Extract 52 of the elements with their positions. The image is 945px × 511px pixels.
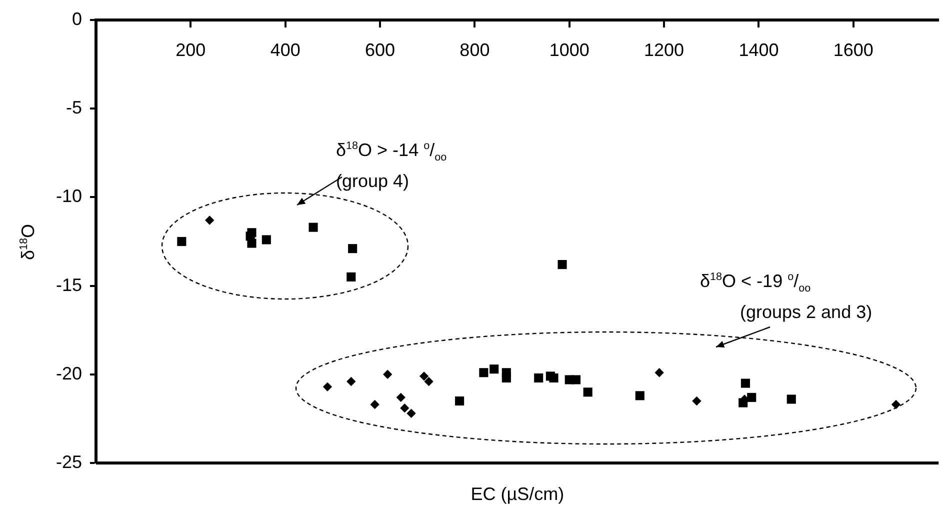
x-tick-label: 800 [460, 40, 490, 60]
point [692, 396, 702, 406]
point [400, 403, 410, 413]
point [406, 408, 416, 418]
point [370, 400, 380, 410]
point [346, 376, 356, 386]
point [479, 368, 488, 378]
point [382, 370, 392, 379]
x-tick-label: 1000 [549, 40, 590, 60]
annotation: (groups 2 and 3) [740, 302, 872, 322]
y-tick-label: -15 [56, 274, 82, 295]
x-tick-label: 600 [365, 40, 396, 60]
point [740, 378, 750, 388]
x-tick-label: 1600 [833, 40, 874, 60]
point [424, 376, 434, 386]
x-tick-label: 400 [270, 40, 300, 60]
point [654, 368, 664, 378]
annotation: δ$^{18}$O < -19 $^{o}$/$_{oo}$ [700, 271, 811, 295]
y-tick-label: -25 [56, 452, 82, 472]
y-tick-label: -20 [56, 363, 82, 384]
point [177, 236, 186, 246]
point [558, 260, 567, 270]
point [247, 228, 256, 238]
point [346, 272, 356, 282]
point [490, 364, 499, 374]
point [308, 222, 318, 232]
annotation: (group 4) [336, 171, 410, 191]
point [891, 400, 901, 410]
annotation: δ$^{18}$O > -14 $^{o}$/$_{oo}$ [336, 140, 447, 164]
y-tick-label: -10 [56, 186, 82, 206]
point [262, 235, 271, 244]
point [247, 238, 256, 248]
y-tick-label: 0 [72, 8, 82, 29]
point [419, 372, 429, 381]
x-tick-label: 200 [176, 40, 206, 60]
x-tick-label: 1200 [644, 40, 684, 60]
x-axis-title: EC (µS/cm) [470, 484, 564, 504]
point [786, 394, 796, 404]
point [571, 375, 581, 384]
point [502, 373, 511, 382]
point [322, 382, 332, 392]
x-tick-label: 1400 [738, 40, 779, 60]
point [455, 396, 464, 406]
y-tick-label: -5 [66, 98, 82, 118]
point [396, 392, 406, 402]
point [549, 373, 558, 382]
point [583, 388, 592, 397]
point [348, 244, 358, 254]
point [534, 373, 544, 382]
point [205, 216, 214, 225]
point [635, 391, 644, 400]
point [747, 392, 756, 402]
